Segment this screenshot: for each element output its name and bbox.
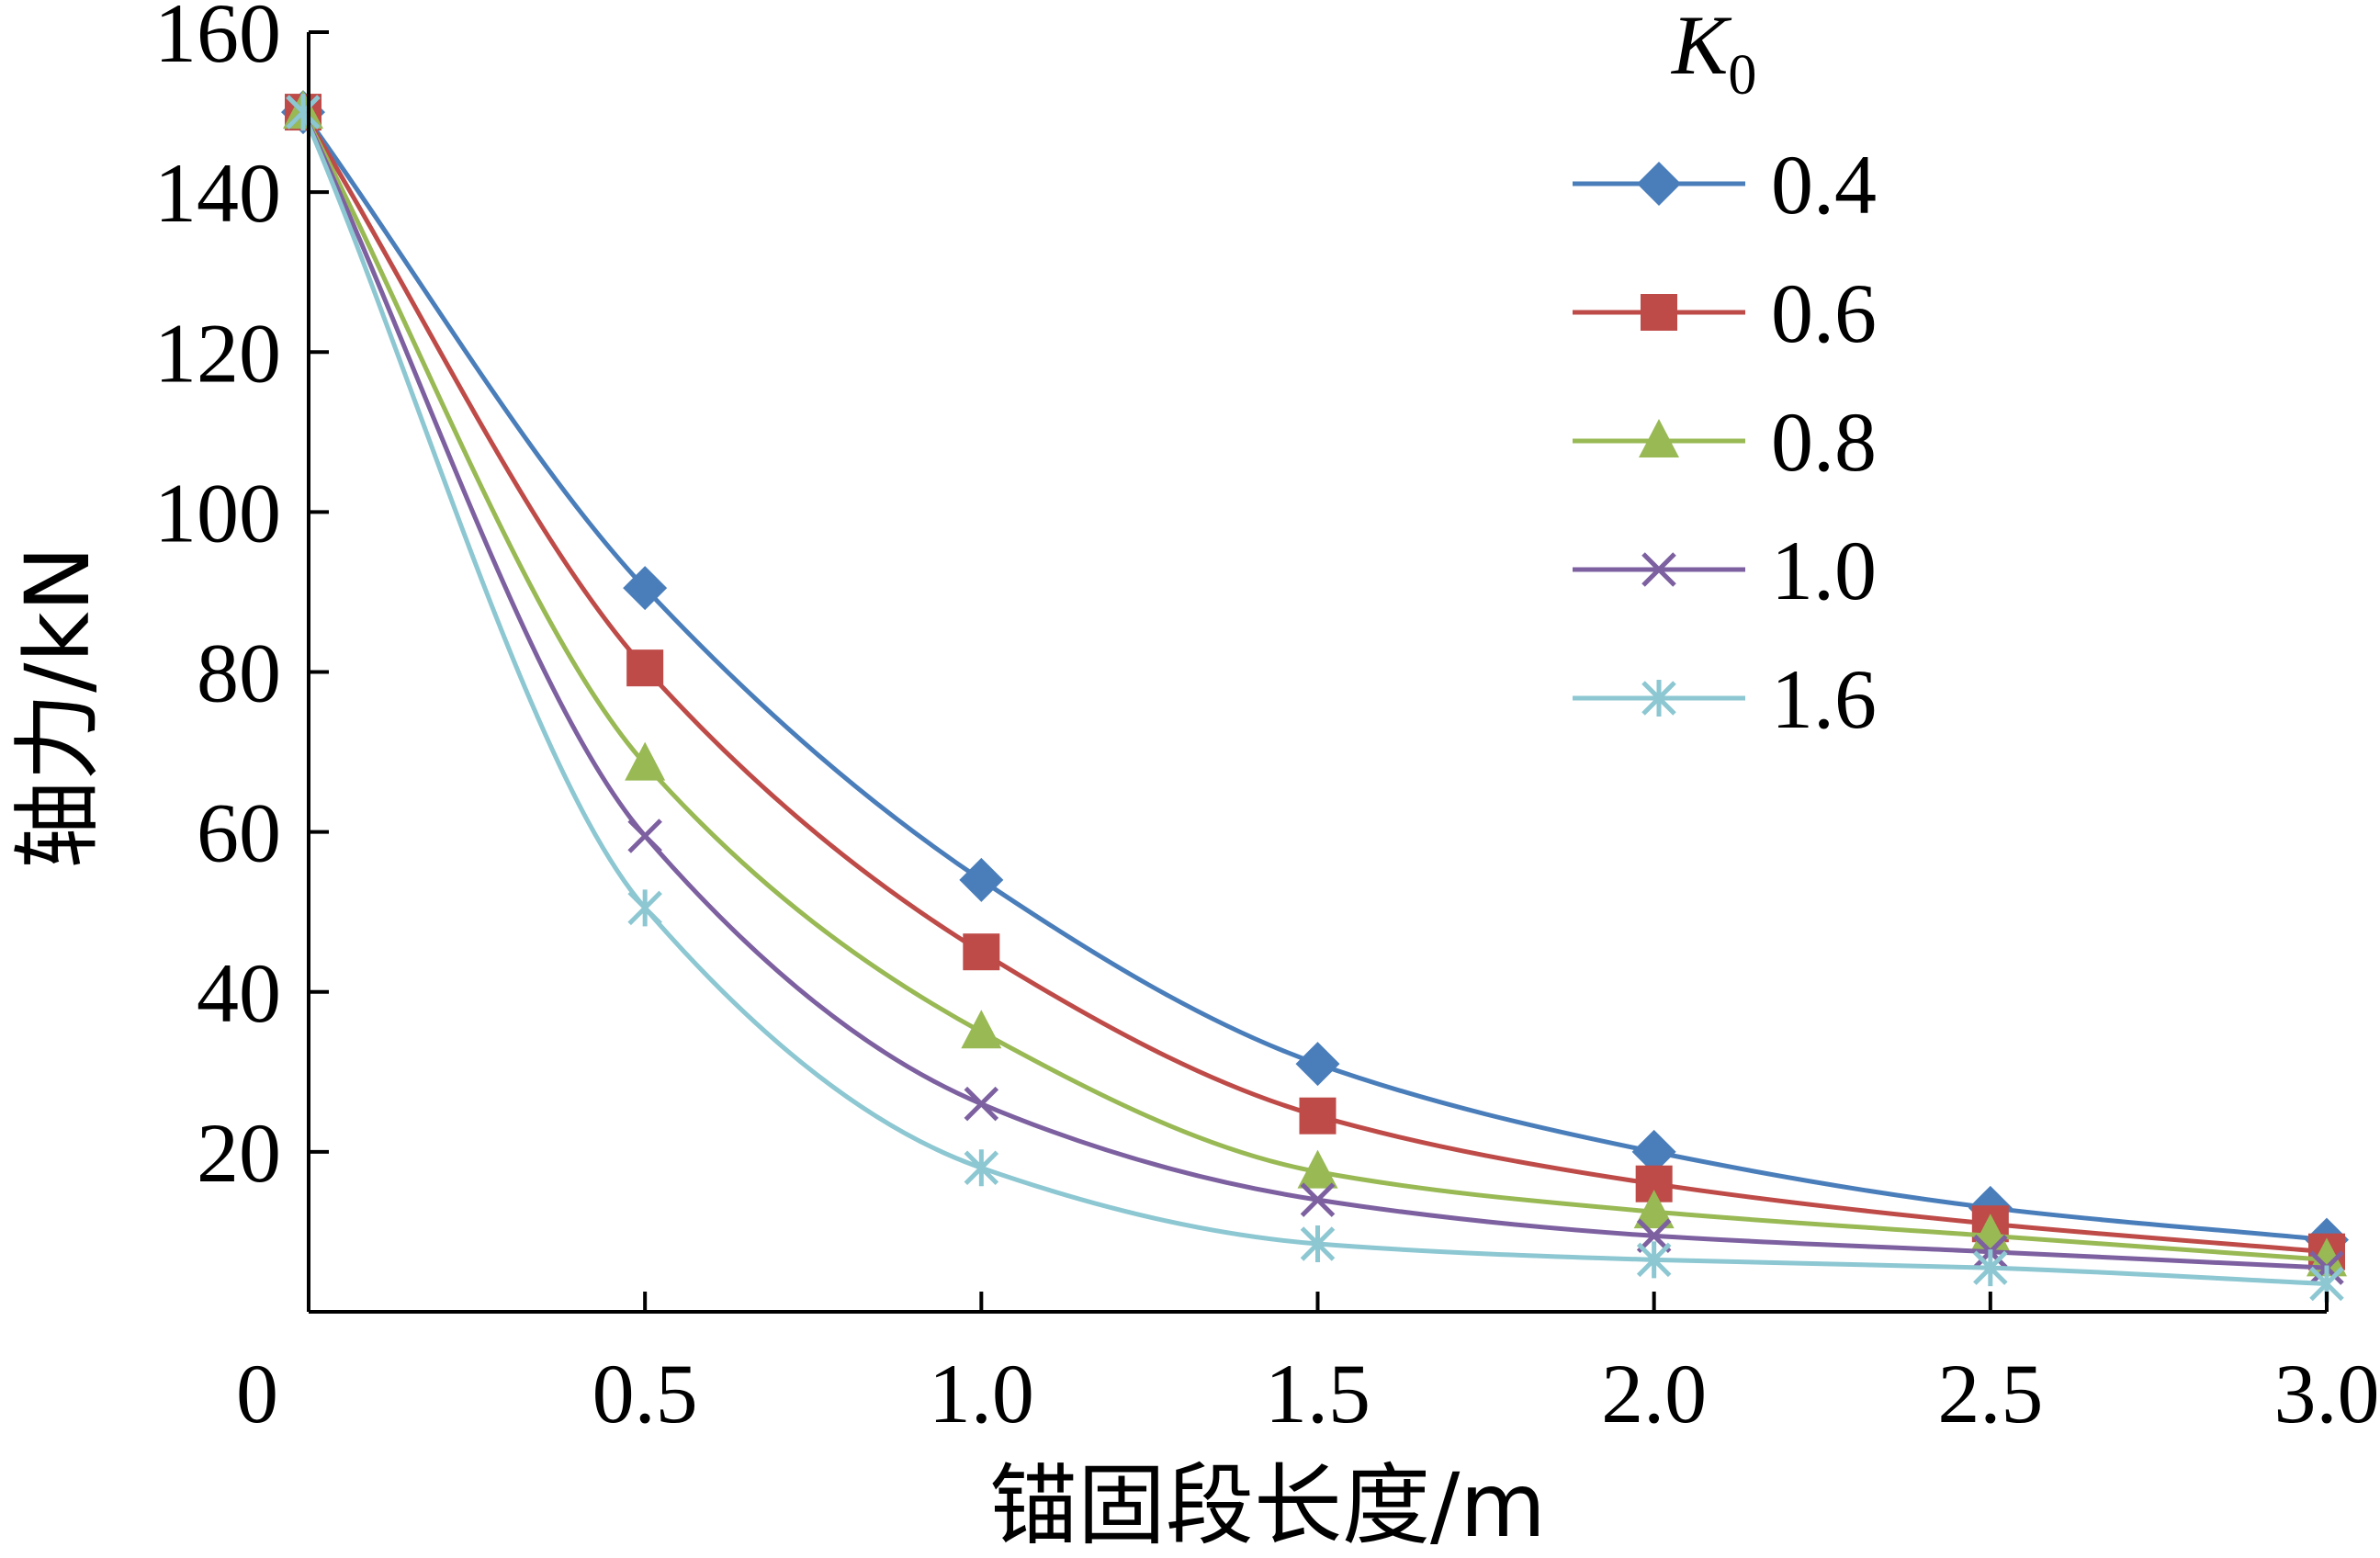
data-point-0.6-2 [963, 933, 1000, 971]
legend-label-0.4: 0.4 [1771, 138, 1877, 231]
legend-item-0.4: 0.4 [1573, 138, 1877, 231]
legend-item-1.6: 1.6 [1573, 652, 1877, 746]
data-point-1.6-5 [1973, 1249, 2008, 1287]
x-tick-label-2: 1.5 [1265, 1347, 1370, 1440]
data-point-1.6-2 [964, 1149, 999, 1187]
data-point-0.8-4 [1633, 1190, 1675, 1229]
legend-label-1.0: 1.0 [1771, 524, 1877, 617]
x-tick-label-4: 2.5 [1937, 1347, 2043, 1440]
data-point-1.0-1 [627, 819, 662, 853]
x-axis-title: 锚固段长度/m [989, 1454, 1546, 1557]
series-line-1.6 [300, 111, 2328, 1287]
y-tick-label-5: 120 [154, 306, 281, 400]
legend-item-1.0: 1.0 [1573, 524, 1877, 617]
legend-swatch-marker-1.0 [1641, 552, 1676, 587]
legend-title-sub: 0 [1728, 44, 1756, 107]
data-point-0.8-1 [625, 741, 666, 781]
legend-label-0.6: 0.6 [1771, 266, 1877, 360]
y-tick-label-7: 160 [154, 0, 281, 80]
legend-label-0.8: 0.8 [1771, 395, 1877, 489]
legend: K00.4 0.6 0.8 1.0 1.6 [1573, 0, 1877, 746]
legend-swatch-marker-0.4 [1637, 162, 1681, 206]
x-tick-label-3: 2.0 [1601, 1347, 1707, 1440]
origin-label: 0 [236, 1347, 278, 1440]
data-point-0.4-4 [1631, 1129, 1676, 1174]
data-point-0.6-3 [1299, 1097, 1337, 1135]
data-point-1.0-2 [964, 1086, 999, 1122]
series-line-1.0 [300, 110, 2328, 1270]
series-1.6 [286, 94, 2344, 1303]
legend-title: K0 [1670, 0, 1756, 107]
data-point-1.6-3 [1300, 1225, 1336, 1262]
series-line-0.8 [300, 110, 2328, 1262]
data-point-1.6-0 [286, 94, 321, 131]
data-point-0.8-2 [961, 1010, 1002, 1049]
legend-swatch-marker-0.6 [1641, 294, 1677, 331]
x-tick-label-5: 3.0 [2274, 1347, 2380, 1440]
data-point-1.0-3 [1300, 1182, 1336, 1217]
legend-title-main: K [1670, 0, 1732, 92]
data-point-1.6-1 [627, 889, 662, 927]
legend-swatch-marker-1.6 [1641, 680, 1676, 717]
series-0.6 [285, 94, 2345, 1270]
data-point-0.4-2 [959, 857, 1004, 902]
data-point-0.8-3 [1297, 1149, 1338, 1189]
y-axis-title: 轴力/kN [6, 546, 109, 869]
data-point-1.6-4 [1636, 1241, 1672, 1279]
x-tick-label-1: 1.0 [929, 1347, 1034, 1440]
data-point-0.4-1 [623, 566, 668, 611]
x-tick-label-0: 0.5 [592, 1347, 698, 1440]
y-tick-label-1: 40 [197, 946, 281, 1040]
legend-swatch-marker-0.8 [1639, 419, 1679, 457]
axes-layer: 0.5 1.0 1.5 2.0 2.5 3.0 0 20 40 60 80 100 120 140 160 [154, 0, 2380, 1440]
series-0.4 [281, 90, 2349, 1262]
y-tick-label-2: 60 [197, 786, 281, 880]
legend-item-0.6: 0.6 [1573, 266, 1877, 360]
data-point-0.6-1 [626, 649, 664, 687]
data-point-0.4-3 [1295, 1042, 1340, 1087]
y-tick-label-0: 20 [197, 1106, 281, 1200]
y-tick-label-3: 80 [197, 627, 281, 720]
y-tick-label-4: 100 [154, 466, 281, 559]
series-layer [281, 90, 2349, 1303]
legend-label-1.6: 1.6 [1771, 652, 1877, 746]
y-tick-label-6: 140 [154, 146, 281, 240]
legend-item-0.8: 0.8 [1573, 395, 1877, 489]
